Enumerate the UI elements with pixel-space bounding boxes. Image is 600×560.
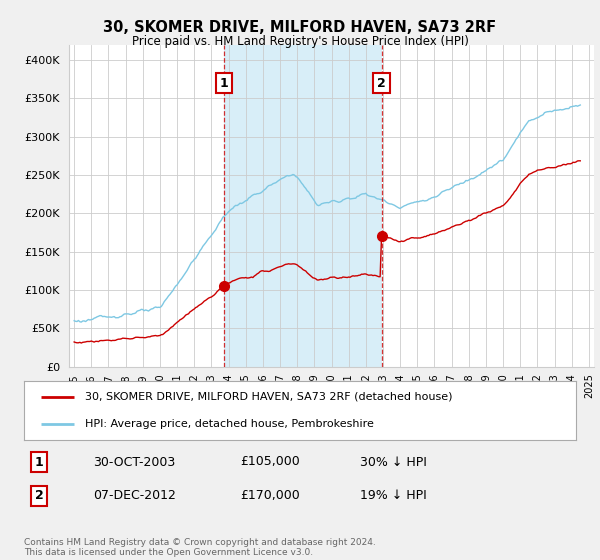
Bar: [224, 45, 382, 367]
Text: 19% ↓ HPI: 19% ↓ HPI: [360, 489, 427, 502]
Text: 2: 2: [377, 77, 386, 90]
Text: 30, SKOMER DRIVE, MILFORD HAVEN, SA73 2RF (detached house): 30, SKOMER DRIVE, MILFORD HAVEN, SA73 2R…: [85, 391, 452, 402]
Text: 30% ↓ HPI: 30% ↓ HPI: [360, 455, 427, 469]
Text: £170,000: £170,000: [240, 489, 300, 502]
Text: Price paid vs. HM Land Registry's House Price Index (HPI): Price paid vs. HM Land Registry's House …: [131, 35, 469, 48]
Text: HPI: Average price, detached house, Pembrokeshire: HPI: Average price, detached house, Pemb…: [85, 419, 374, 429]
Text: 1: 1: [35, 455, 43, 469]
Text: 30-OCT-2003: 30-OCT-2003: [93, 455, 175, 469]
Text: 1: 1: [220, 77, 229, 90]
Text: 2: 2: [35, 489, 43, 502]
Text: 30, SKOMER DRIVE, MILFORD HAVEN, SA73 2RF: 30, SKOMER DRIVE, MILFORD HAVEN, SA73 2R…: [103, 20, 497, 35]
Text: Contains HM Land Registry data © Crown copyright and database right 2024.
This d: Contains HM Land Registry data © Crown c…: [24, 538, 376, 557]
Text: £105,000: £105,000: [240, 455, 300, 469]
Text: 07-DEC-2012: 07-DEC-2012: [93, 489, 176, 502]
